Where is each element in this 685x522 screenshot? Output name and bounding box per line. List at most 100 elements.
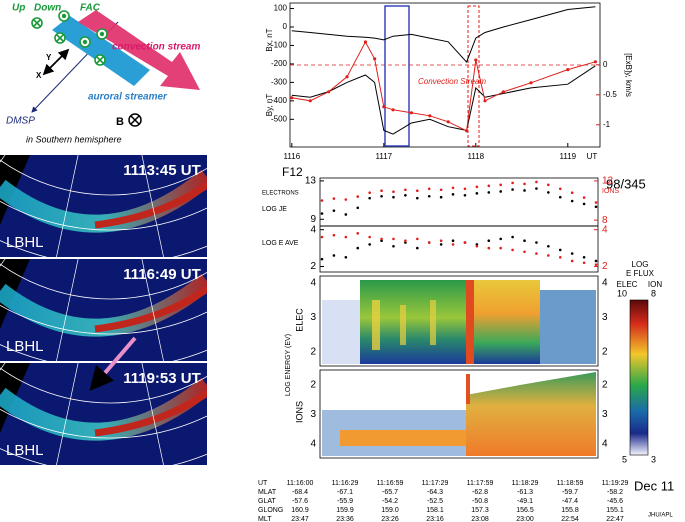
y-tick-label: -200 xyxy=(271,59,288,68)
y-tick-label: 13 xyxy=(305,176,317,187)
table-cell: 23:16 xyxy=(426,516,444,522)
data-dot xyxy=(570,199,574,203)
energy-tick-label: 2 xyxy=(310,380,316,391)
data-dot xyxy=(547,254,550,257)
data-dot xyxy=(523,189,526,192)
table-cell: -65.7 xyxy=(382,489,398,496)
data-dot xyxy=(511,235,514,239)
grid-spoke xyxy=(141,155,164,257)
grid-spoke xyxy=(56,363,79,465)
y-axis-label: Bx, nT xyxy=(265,28,274,51)
data-dot xyxy=(594,263,598,266)
y-tick-label: 0 xyxy=(283,22,288,31)
data-dot xyxy=(547,244,550,248)
convection-label: convection stream xyxy=(112,42,200,53)
data-dot xyxy=(439,239,443,243)
y-tick-label: -500 xyxy=(271,114,288,123)
row-label: UT xyxy=(258,480,268,487)
data-dot xyxy=(332,197,336,200)
data-dot xyxy=(404,239,407,243)
series-line xyxy=(291,40,596,132)
data-dot xyxy=(535,252,538,255)
colorbar-title: LOG xyxy=(632,260,649,269)
dmsp-label: DMSP xyxy=(6,116,35,127)
data-dot xyxy=(535,180,538,184)
data-dot xyxy=(439,188,443,192)
data-dot xyxy=(487,239,491,243)
data-dot xyxy=(380,189,383,193)
colorbar-range: 8 xyxy=(651,288,656,298)
x-axis-label: UT xyxy=(587,152,598,161)
y-tick-label: 100 xyxy=(274,4,288,13)
data-dot xyxy=(511,181,514,185)
series-line xyxy=(291,6,596,64)
data-dot xyxy=(475,243,479,246)
energy-tick-label: 2 xyxy=(602,380,608,391)
table-cell: 22:54 xyxy=(561,516,579,522)
ion-spectrogram xyxy=(319,369,599,459)
data-dot xyxy=(356,246,360,250)
x-tick-label: 1119 xyxy=(559,152,576,161)
table-cell: 11:18:59 xyxy=(557,480,584,487)
table-cell: 159.9 xyxy=(336,507,354,514)
y-tick-label: -400 xyxy=(271,96,288,105)
grid-spoke xyxy=(56,259,79,361)
series-point xyxy=(391,108,395,112)
table-cell: -45.6 xyxy=(607,498,623,505)
data-dot xyxy=(439,195,443,199)
energy-tick-label: 2 xyxy=(310,347,316,358)
y-tick-label: 4 xyxy=(310,224,316,235)
y2-tick-label: 8 xyxy=(602,215,608,226)
table-cell: -68.4 xyxy=(292,489,308,496)
data-dot xyxy=(344,198,348,201)
data-dot xyxy=(451,243,455,246)
table-cell: -47.4 xyxy=(562,498,578,505)
colorbar-range: 10 xyxy=(617,288,627,298)
table-cell: -49.1 xyxy=(517,498,533,505)
grid-arc xyxy=(0,367,207,404)
table-cell: 11:18:29 xyxy=(512,480,539,487)
energy-tick-label: 4 xyxy=(310,439,316,450)
credit: JHU/APL xyxy=(648,513,673,519)
series-point xyxy=(529,81,533,85)
data-dot xyxy=(535,241,538,244)
data-dot xyxy=(344,235,348,239)
data-dot xyxy=(451,186,455,190)
annotation: Convection Stream xyxy=(418,77,486,86)
data-dot xyxy=(427,194,431,198)
grid-spoke xyxy=(141,363,164,465)
data-dot xyxy=(451,193,455,196)
panel-label: ELEC xyxy=(294,308,304,332)
colorbar-label: ELEC xyxy=(617,280,638,289)
data-dot xyxy=(427,241,431,244)
grid-spoke xyxy=(110,5,370,155)
table-cell: -59.7 xyxy=(562,489,578,496)
legend-entry: IONS xyxy=(602,188,619,195)
b-into-page xyxy=(128,113,142,127)
y2-tick-label: 0 xyxy=(603,60,608,69)
data-dot xyxy=(499,237,502,241)
data-dot xyxy=(392,244,395,248)
table-cell: -61.3 xyxy=(517,489,533,496)
data-dot xyxy=(475,185,479,189)
table-cell: -52.5 xyxy=(427,498,443,505)
image-time: 1119:53 UT xyxy=(123,370,201,387)
table-cell: 155.8 xyxy=(561,507,579,514)
table-cell: 23:00 xyxy=(516,516,534,522)
auroral-core xyxy=(94,390,207,437)
series-point xyxy=(409,111,414,115)
grid-arc xyxy=(0,263,207,300)
fac-label: FAC xyxy=(80,3,101,14)
data-dot xyxy=(463,187,467,191)
data-dot xyxy=(582,261,586,265)
series-point xyxy=(483,99,487,103)
table-cell: 159.0 xyxy=(381,507,399,514)
aurora-images: 1113:45 UT LBHL 1116:49 UT LBHL 1119:53 UT LB… xyxy=(0,5,370,465)
series-point xyxy=(373,57,377,61)
data-dot xyxy=(356,206,360,210)
data-dot xyxy=(475,192,479,195)
table-cell: 11:16:59 xyxy=(377,480,404,487)
data-dot xyxy=(368,235,371,239)
row-label: GLAT xyxy=(258,498,276,505)
highlight-box xyxy=(384,5,410,147)
